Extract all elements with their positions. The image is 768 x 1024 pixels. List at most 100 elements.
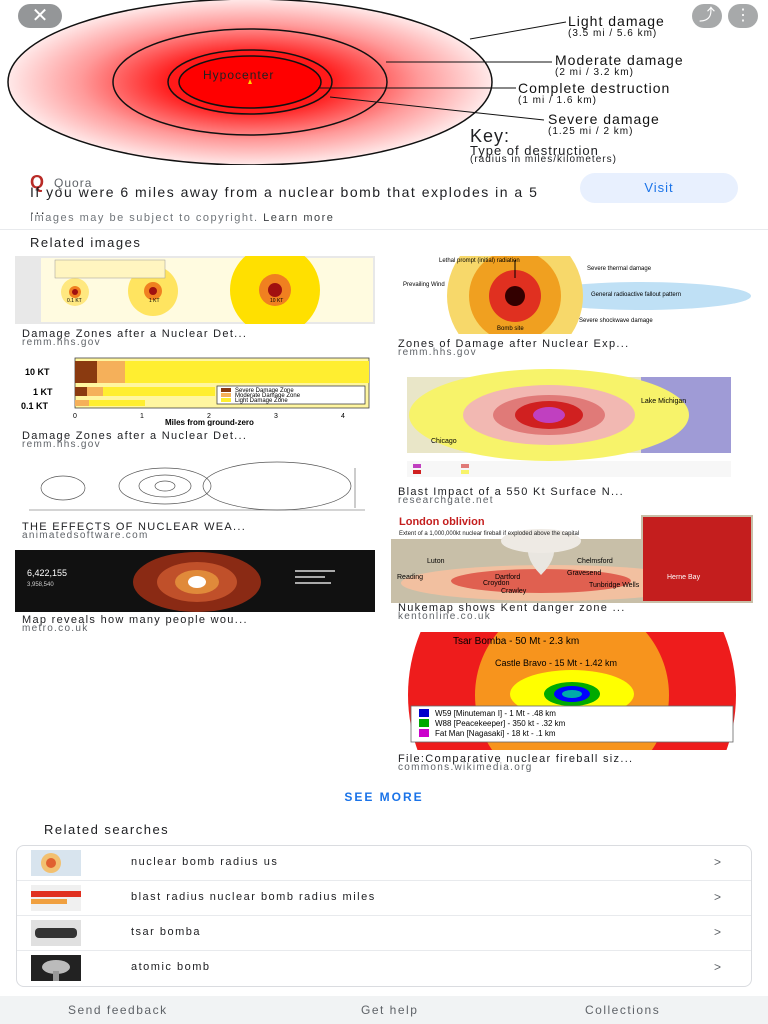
svg-text:10 KT: 10 KT — [25, 367, 50, 377]
svg-text:Fat Man [Nagasaki] - 18 kt - .: Fat Man [Nagasaki] - 18 kt - .1 km — [435, 729, 556, 738]
chevron-right-icon: > — [713, 925, 721, 939]
source-info: Q Quora If you were 6 miles away from a … — [0, 166, 768, 230]
image-caption[interactable]: Damage Zones after a Nuclear Det... — [22, 430, 248, 442]
svg-text:0: 0 — [73, 413, 77, 420]
svg-text:General radioactive fallout pa: General radioactive fallout pattern — [591, 292, 681, 298]
related-image-tile[interactable] — [15, 458, 375, 520]
svg-text:3: 3 — [274, 413, 278, 420]
hero-image[interactable]: Hypocenter Light damage (3.5 mi / 5.6 km)… — [0, 0, 768, 165]
svg-text:W88 [Peacekeeper] - 350 kt - .: W88 [Peacekeeper] - 350 kt - .32 km — [435, 719, 566, 728]
search-thumbnail — [31, 885, 81, 911]
image-caption[interactable]: Damage Zones after a Nuclear Det... — [22, 328, 248, 340]
search-thumbnail — [31, 850, 81, 876]
related-image-tile[interactable]: Severe Damage Zone Moderate Damage Zone … — [15, 354, 375, 426]
chevron-right-icon: > — [713, 890, 721, 904]
svg-text:Severe thermal damage: Severe thermal damage — [587, 266, 652, 272]
image-domain: remm.hhs.gov — [22, 439, 101, 450]
svg-text:Severe shockwave damage: Severe shockwave damage — [579, 318, 653, 324]
send-feedback-link[interactable]: Send feedback — [68, 1003, 168, 1017]
image-caption[interactable]: Zones of Damage after Nuclear Exp... — [398, 338, 630, 350]
related-search-label: atomic bomb — [131, 961, 211, 973]
search-thumbnail — [31, 920, 81, 946]
svg-text:Extent of a 1,000,000kt nuclea: Extent of a 1,000,000kt nuclear fireball… — [399, 531, 579, 537]
svg-text:Light Damage Zone: Light Damage Zone — [235, 398, 288, 404]
svg-text:London oblivion: London oblivion — [399, 516, 485, 528]
result-title[interactable]: If you were 6 miles away from a nuclear … — [30, 184, 539, 217]
callout-moderate: Moderate damage (2 mi / 3.2 km) — [555, 52, 684, 78]
divider — [0, 229, 768, 230]
svg-text:Tsar Bomba - 50 Mt - 2.3 km: Tsar Bomba - 50 Mt - 2.3 km — [453, 636, 579, 647]
svg-text:0.1 KT: 0.1 KT — [67, 298, 82, 304]
related-searches-list: nuclear bomb radius us > blast radius nu… — [16, 845, 752, 987]
visit-button[interactable]: Visit — [580, 173, 738, 203]
related-search-item[interactable]: tsar bomba > — [17, 916, 751, 951]
svg-text:Miles from ground-zero: Miles from ground-zero — [165, 418, 254, 426]
search-thumbnail — [31, 955, 81, 981]
hypocenter-label: Hypocenter — [203, 68, 275, 82]
image-domain: commons.wikimedia.org — [398, 762, 533, 773]
key-units: (radius in miles/kilometers) — [470, 154, 617, 165]
image-caption[interactable]: THE EFFECTS OF NUCLEAR WEA... — [22, 521, 247, 533]
source-name[interactable]: Quora — [54, 175, 93, 190]
see-more-button[interactable]: SEE MORE — [344, 790, 424, 804]
svg-text:1 KT: 1 KT — [33, 387, 53, 397]
blast-map-thumbnail: Lake Michigan Chicago — [391, 367, 753, 481]
image-caption[interactable]: Blast Impact of a 550 Kt Surface N... — [398, 486, 625, 498]
image-caption[interactable]: Map reveals how many people wou... — [22, 614, 248, 626]
image-domain: researchgate.net — [398, 495, 494, 506]
key-title: Key: — [470, 126, 511, 146]
svg-text:Lethal prompt (initial) radiat: Lethal prompt (initial) radiation — [439, 258, 520, 264]
callout-light: Light damage (3.5 mi / 5.6 km) — [568, 13, 665, 39]
svg-text:Dartford: Dartford — [495, 574, 520, 581]
collections-link[interactable]: Collections — [585, 1003, 661, 1017]
related-search-label: tsar bomba — [131, 926, 202, 938]
related-image-tile[interactable]: London oblivion Extent of a 1,000,000kt … — [391, 515, 753, 603]
footer-bar: Send feedback Get help Collections — [0, 996, 768, 1024]
key-subtitle: Type of destruction — [470, 143, 599, 158]
svg-text:3,958,540: 3,958,540 — [27, 582, 54, 588]
svg-text:Luton: Luton — [427, 558, 445, 565]
svg-text:Chicago: Chicago — [431, 438, 457, 445]
image-domain: remm.hhs.gov — [398, 347, 477, 358]
svg-text:Lake Michigan: Lake Michigan — [641, 398, 686, 405]
related-search-item[interactable]: nuclear bomb radius us > — [17, 846, 751, 881]
callout-severe: Severe damage (1.25 mi / 2 km) — [548, 111, 660, 137]
get-help-link[interactable]: Get help — [361, 1003, 419, 1017]
learn-more-link[interactable]: Learn more — [263, 212, 335, 224]
kt-bars-thumbnail: Severe Damage Zone Moderate Damage Zone … — [15, 354, 375, 426]
more-options-icon[interactable]: ⋮ — [728, 4, 758, 28]
svg-text:Crawley: Crawley — [501, 588, 527, 595]
fireball-size-thumbnail: W59 [Minuteman I] - 1 Mt - .48 km W88 [P… — [391, 632, 753, 750]
svg-text:Bomb site: Bomb site — [497, 326, 524, 332]
damage-zones-thumbnail: 0.1 KT 1 KT 10 KT — [15, 256, 375, 324]
svg-text:Croydon: Croydon — [483, 580, 510, 587]
related-search-item[interactable]: blast radius nuclear bomb radius miles > — [17, 881, 751, 916]
related-image-tile[interactable]: Lake Michigan Chicago — [391, 367, 753, 481]
svg-text:4: 4 — [341, 413, 345, 420]
quora-logo-icon: Q — [30, 172, 45, 192]
zones-of-damage-thumbnail: Lethal prompt (initial) radiation Severe… — [391, 256, 753, 334]
close-icon[interactable]: ✕ — [18, 4, 62, 28]
image-caption[interactable]: File:Comparative nuclear fireball siz... — [398, 753, 634, 765]
image-caption[interactable]: Nukemap shows Kent danger zone ... — [398, 602, 626, 614]
blast-radius-diagram — [7, 0, 567, 165]
related-search-label: nuclear bomb radius us — [131, 856, 279, 868]
svg-text:6,422,155: 6,422,155 — [27, 568, 67, 578]
svg-text:1: 1 — [140, 413, 144, 420]
related-image-tile[interactable]: Lethal prompt (initial) radiation Severe… — [391, 256, 753, 334]
london-oblivion-thumbnail: London oblivion Extent of a 1,000,000kt … — [391, 515, 753, 603]
svg-text:Prevailing Wind: Prevailing Wind — [403, 282, 445, 288]
effects-diagram-thumbnail — [15, 458, 375, 520]
image-domain: metro.co.uk — [22, 623, 89, 634]
related-image-tile[interactable]: 0.1 KT 1 KT 10 KT — [15, 256, 375, 324]
related-search-item[interactable]: atomic bomb > — [17, 951, 751, 986]
related-images-title: Related images — [30, 235, 142, 250]
svg-text:0.1 KT: 0.1 KT — [21, 401, 49, 411]
svg-text:Herne Bay: Herne Bay — [667, 574, 701, 581]
related-searches-title: Related searches — [44, 822, 170, 837]
related-search-label: blast radius nuclear bomb radius miles — [131, 891, 376, 903]
related-image-tile[interactable]: 6,422,155 3,958,540 — [15, 550, 375, 612]
image-domain: animatedsoftware.com — [22, 530, 149, 541]
related-image-tile[interactable]: W59 [Minuteman I] - 1 Mt - .48 km W88 [P… — [391, 632, 753, 750]
share-icon[interactable]: ⤴ — [692, 4, 722, 28]
